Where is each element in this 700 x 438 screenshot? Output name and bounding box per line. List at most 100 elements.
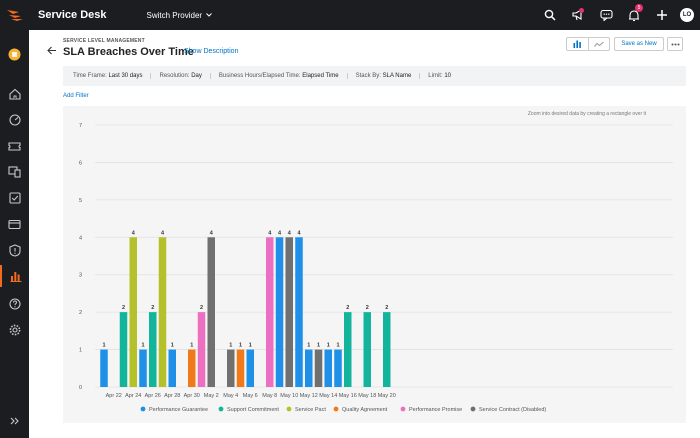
- ticket-icon: [8, 141, 21, 151]
- sidebar-item-dashboard[interactable]: [0, 109, 29, 131]
- filter-limit[interactable]: Limit: 10: [428, 73, 451, 79]
- bar: [314, 349, 323, 387]
- line-chart-view-button[interactable]: [589, 38, 610, 50]
- announcements-button[interactable]: [564, 0, 592, 30]
- notifications-button[interactable]: 5: [620, 0, 648, 30]
- legend-label: Support Commitment: [227, 407, 279, 413]
- add-filter-link[interactable]: Add Filter: [63, 93, 89, 99]
- breadcrumb[interactable]: SERVICE LEVEL MANAGEMENT: [63, 38, 145, 44]
- filter-resolution[interactable]: Resolution: Day: [151, 73, 211, 79]
- bar-data-label: 2: [200, 305, 203, 311]
- bar-chart-icon: [573, 40, 581, 48]
- app-logo[interactable]: [0, 0, 30, 30]
- filter-stack-by[interactable]: Stack By: SLA Name: [348, 73, 421, 79]
- x-tick-label: May 18: [358, 393, 376, 399]
- bar-data-label: 1: [317, 343, 320, 349]
- bar: [197, 312, 206, 387]
- bar: [275, 237, 284, 387]
- bar-data-label: 1: [141, 343, 144, 349]
- gear-icon: [9, 324, 20, 336]
- bar-data-label: 2: [385, 305, 388, 311]
- show-description-link[interactable]: Show Description: [184, 48, 239, 55]
- chat-button[interactable]: [592, 0, 620, 30]
- save-as-new-button[interactable]: Save as New: [614, 37, 664, 51]
- bell-icon: [629, 9, 639, 21]
- bar-data-label: 4: [268, 230, 272, 236]
- bar-chart-view-button[interactable]: [567, 38, 589, 50]
- sidebar-item-help[interactable]: [0, 293, 29, 315]
- bar-data-label: 2: [151, 305, 154, 311]
- y-tick-label: 1: [79, 348, 82, 354]
- page-title: SLA Breaches Over Time: [63, 46, 194, 58]
- filter-time-frame[interactable]: Time Frame: Last 30 days: [73, 73, 152, 79]
- sidebar-item-company-logo[interactable]: [0, 43, 29, 65]
- home-icon: [8, 88, 21, 100]
- y-tick-label: 5: [79, 198, 82, 204]
- sidebar-item-catalog[interactable]: [0, 213, 29, 235]
- legend-label: Service Pact: [295, 407, 326, 413]
- bar-data-label: 2: [122, 305, 125, 311]
- bar-data-label: 1: [171, 343, 174, 349]
- bar-data-label: 4: [161, 230, 165, 236]
- legend-marker: [400, 406, 406, 412]
- app-title: Service Desk: [38, 9, 107, 21]
- bar-data-label: 4: [278, 230, 282, 236]
- bar-data-label: 1: [327, 343, 330, 349]
- switch-provider-label: Switch Provider: [146, 10, 203, 20]
- bar: [334, 349, 342, 387]
- bar: [295, 237, 303, 387]
- x-tick-label: May 4: [223, 393, 238, 399]
- bar-data-label: 1: [239, 343, 242, 349]
- sidebar-item-assets[interactable]: [0, 161, 29, 183]
- sidebar-item-analytics[interactable]: [0, 265, 29, 287]
- checkbox-icon: [8, 192, 21, 204]
- legend-marker: [333, 406, 339, 412]
- add-button[interactable]: [648, 0, 676, 30]
- solarwinds-logo-icon: [7, 10, 23, 21]
- bar: [266, 237, 274, 387]
- filter-business-hours[interactable]: Business Hours/Elapsed Time: Elapsed Tim…: [211, 73, 348, 79]
- legend-marker: [140, 406, 146, 412]
- legend-label: Service Contract (Disabled): [479, 407, 546, 413]
- arrow-left-icon: [47, 46, 56, 55]
- bar-data-label: 2: [346, 305, 349, 311]
- switch-provider-dropdown[interactable]: Switch Provider: [147, 11, 213, 20]
- bar-data-label: 1: [336, 343, 339, 349]
- back-button[interactable]: [47, 46, 57, 58]
- user-avatar[interactable]: LO: [680, 8, 694, 22]
- bar-data-label: 4: [210, 230, 214, 236]
- search-button[interactable]: [536, 0, 564, 30]
- bar: [236, 349, 245, 387]
- bar: [363, 312, 371, 387]
- x-tick-label: May 10: [280, 393, 298, 399]
- sidebar-item-settings[interactable]: [0, 319, 29, 341]
- chat-icon: [599, 9, 613, 21]
- bar: [383, 312, 391, 387]
- x-tick-label: Apr 24: [125, 393, 141, 399]
- double-chevron-right-icon: [10, 417, 19, 425]
- chart-view-toggle: [566, 37, 610, 51]
- company-logo-icon: [8, 48, 21, 60]
- card-icon: [8, 219, 21, 229]
- sidebar-item-tickets[interactable]: [0, 135, 29, 157]
- y-tick-label: 2: [79, 310, 82, 316]
- bar-data-label: 1: [102, 343, 105, 349]
- bar: [100, 349, 108, 387]
- legend-marker: [218, 406, 224, 412]
- x-tick-label: Apr 28: [164, 393, 180, 399]
- gauge-icon: [8, 114, 21, 126]
- bar: [285, 237, 293, 387]
- sidebar-item-risk[interactable]: [0, 239, 29, 261]
- sidebar-item-home[interactable]: [0, 83, 29, 105]
- y-tick-label: 3: [79, 273, 82, 279]
- shield-alert-icon: [8, 243, 21, 257]
- filter-bar: Time Frame: Last 30 days Resolution: Day…: [63, 66, 686, 86]
- sidebar-item-tasks[interactable]: [0, 187, 29, 209]
- sidebar-expand-button[interactable]: [0, 410, 29, 432]
- top-bar: Service Desk Switch Provider 5 LO: [0, 0, 700, 30]
- more-options-button[interactable]: [667, 37, 683, 51]
- bar-data-label: 4: [132, 230, 136, 236]
- sidebar: [0, 30, 29, 438]
